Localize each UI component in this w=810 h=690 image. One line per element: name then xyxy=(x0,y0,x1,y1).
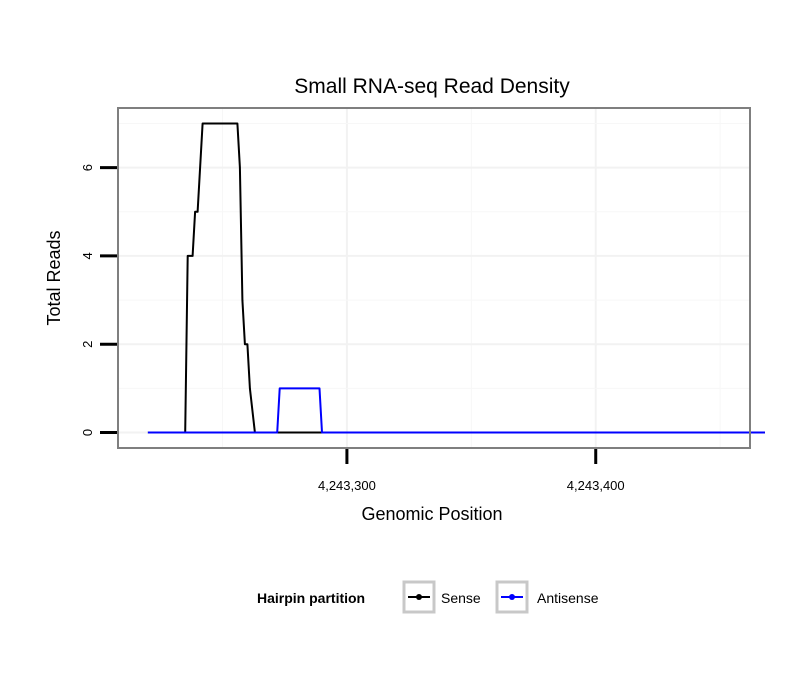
legend-point-sense xyxy=(416,594,422,600)
x-tick-label: 4,243,300 xyxy=(318,478,376,493)
chart-title: Small RNA-seq Read Density xyxy=(294,75,570,98)
plot-border xyxy=(117,107,751,449)
legend-title: Hairpin partition xyxy=(257,590,365,606)
legend-label-sense: Sense xyxy=(441,590,481,606)
series-line-antisense xyxy=(147,387,765,434)
x-axis-title: Genomic Position xyxy=(361,504,502,524)
y-tick-label: 6 xyxy=(80,164,95,171)
legend-label-antisense: Antisense xyxy=(537,590,599,606)
series-lines xyxy=(147,122,765,434)
y-axis-title: Total Reads xyxy=(44,230,64,325)
legend-point-antisense xyxy=(509,594,515,600)
series-line-sense xyxy=(147,122,765,434)
x-axis: 4,243,300 4,243,400 xyxy=(318,449,625,493)
plot-background xyxy=(118,108,750,448)
legend-item-sense: Sense xyxy=(402,580,481,614)
y-tick-label: 2 xyxy=(80,341,95,348)
y-axis: 0 2 4 6 xyxy=(80,164,117,436)
legend: Hairpin partition Sense Antisense xyxy=(257,580,599,614)
x-tick-label: 4,243,400 xyxy=(567,478,625,493)
y-tick-label: 0 xyxy=(80,429,95,436)
y-tick-label: 4 xyxy=(80,252,95,259)
legend-item-antisense: Antisense xyxy=(495,580,599,614)
